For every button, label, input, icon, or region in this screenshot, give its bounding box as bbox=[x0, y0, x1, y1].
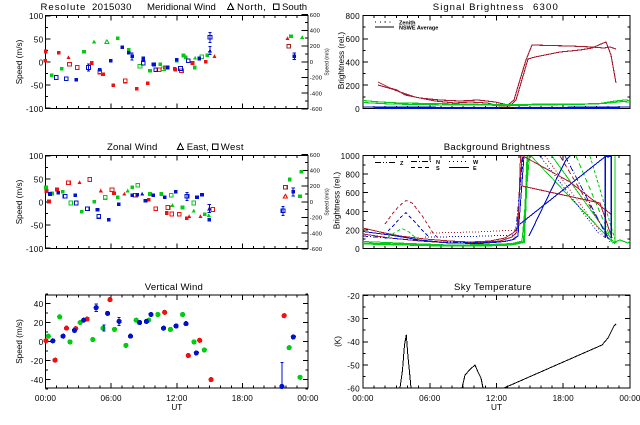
svg-text:600: 600 bbox=[310, 13, 320, 19]
svg-text:S: S bbox=[436, 166, 440, 172]
svg-text:-30: -30 bbox=[347, 315, 360, 324]
svg-text:06:00: 06:00 bbox=[419, 394, 441, 403]
svg-text:Z: Z bbox=[400, 161, 404, 167]
svg-text:Speed (m/s): Speed (m/s) bbox=[15, 179, 24, 224]
svg-text:400: 400 bbox=[345, 208, 360, 217]
svg-text:North,: North, bbox=[237, 2, 267, 13]
svg-text:600: 600 bbox=[310, 153, 320, 159]
svg-text:Resolute: Resolute bbox=[41, 2, 87, 13]
svg-text:Speed (m/s): Speed (m/s) bbox=[325, 188, 331, 216]
svg-text:-200: -200 bbox=[310, 76, 322, 82]
svg-text:-400: -400 bbox=[310, 231, 322, 237]
svg-text:Signal Brightness: Signal Brightness bbox=[433, 2, 525, 13]
svg-text:600: 600 bbox=[345, 189, 360, 198]
svg-text:-20: -20 bbox=[347, 292, 360, 301]
svg-text:-100: -100 bbox=[26, 245, 44, 254]
svg-text:00:00: 00:00 bbox=[35, 394, 57, 403]
svg-text:0: 0 bbox=[355, 245, 360, 254]
svg-text:400: 400 bbox=[310, 29, 320, 35]
svg-text:-40: -40 bbox=[31, 376, 44, 385]
svg-text:E: E bbox=[473, 166, 477, 172]
svg-text:-600: -600 bbox=[310, 107, 322, 113]
svg-text:Zenith: Zenith bbox=[399, 21, 416, 27]
svg-text:Zonal Wind: Zonal Wind bbox=[107, 142, 158, 153]
svg-text:2015030: 2015030 bbox=[92, 2, 132, 13]
svg-text:6300: 6300 bbox=[533, 2, 559, 13]
svg-text:0: 0 bbox=[39, 199, 44, 208]
svg-text:06:00: 06:00 bbox=[100, 394, 122, 403]
svg-text:-600: -600 bbox=[310, 247, 322, 253]
svg-text:0: 0 bbox=[355, 105, 360, 114]
svg-text:-20: -20 bbox=[31, 357, 44, 366]
svg-text:50: 50 bbox=[34, 35, 44, 44]
svg-text:100: 100 bbox=[29, 152, 44, 161]
svg-text:00:00: 00:00 bbox=[297, 394, 319, 403]
svg-text:Sky Temperature: Sky Temperature bbox=[454, 282, 532, 293]
svg-text:NSWE Average: NSWE Average bbox=[399, 26, 438, 32]
svg-text:-200: -200 bbox=[310, 216, 322, 222]
svg-text:12:00: 12:00 bbox=[166, 394, 188, 403]
svg-text:West: West bbox=[221, 142, 244, 153]
svg-text:Vertical Wind: Vertical Wind bbox=[145, 282, 203, 293]
svg-text:-100: -100 bbox=[26, 105, 44, 114]
svg-text:0: 0 bbox=[39, 338, 44, 347]
svg-text:0: 0 bbox=[39, 59, 44, 68]
svg-text:200: 200 bbox=[345, 82, 360, 91]
svg-text:-50: -50 bbox=[347, 361, 360, 370]
svg-text:1000: 1000 bbox=[341, 152, 361, 161]
svg-text:Speed (m/s): Speed (m/s) bbox=[15, 39, 24, 84]
svg-text:200: 200 bbox=[345, 226, 360, 235]
svg-text:800: 800 bbox=[345, 12, 360, 21]
svg-text:400: 400 bbox=[310, 169, 320, 175]
svg-text:12:00: 12:00 bbox=[486, 394, 508, 403]
svg-text:N: N bbox=[436, 160, 440, 166]
svg-text:200: 200 bbox=[310, 44, 320, 50]
svg-text:Speed (m/s): Speed (m/s) bbox=[15, 319, 24, 364]
svg-text:-60: -60 bbox=[347, 385, 360, 394]
svg-text:400: 400 bbox=[345, 59, 360, 68]
svg-text:Background Brightness: Background Brightness bbox=[444, 142, 551, 153]
svg-text:UT: UT bbox=[491, 403, 502, 412]
svg-text:-50: -50 bbox=[31, 82, 44, 91]
svg-text:200: 200 bbox=[310, 184, 320, 190]
svg-text:100: 100 bbox=[29, 12, 44, 21]
svg-text:00:00: 00:00 bbox=[619, 394, 640, 403]
svg-text:0: 0 bbox=[310, 200, 313, 206]
svg-text:18:00: 18:00 bbox=[553, 394, 575, 403]
svg-text:Brightness (rel.): Brightness (rel.) bbox=[333, 172, 342, 229]
svg-text:-50: -50 bbox=[31, 222, 44, 231]
svg-text:Brightness (rel.): Brightness (rel.) bbox=[337, 32, 346, 89]
svg-text:W: W bbox=[473, 160, 479, 166]
svg-text:-40: -40 bbox=[347, 338, 360, 347]
svg-text:Meridional Wind: Meridional Wind bbox=[147, 2, 216, 13]
svg-text:600: 600 bbox=[345, 35, 360, 44]
svg-text:50: 50 bbox=[34, 175, 44, 184]
svg-text:-400: -400 bbox=[310, 91, 322, 97]
svg-text:0: 0 bbox=[310, 60, 313, 66]
svg-text:UT: UT bbox=[171, 403, 182, 412]
svg-text:South: South bbox=[282, 2, 307, 13]
svg-text:(K): (K) bbox=[333, 336, 342, 347]
svg-text:18:00: 18:00 bbox=[232, 394, 254, 403]
svg-text:20: 20 bbox=[34, 319, 44, 328]
svg-text:40: 40 bbox=[34, 300, 44, 309]
svg-text:800: 800 bbox=[345, 171, 360, 180]
svg-text:East,: East, bbox=[187, 142, 209, 153]
svg-text:Speed (m/s): Speed (m/s) bbox=[325, 48, 331, 76]
svg-text:00:00: 00:00 bbox=[352, 394, 374, 403]
